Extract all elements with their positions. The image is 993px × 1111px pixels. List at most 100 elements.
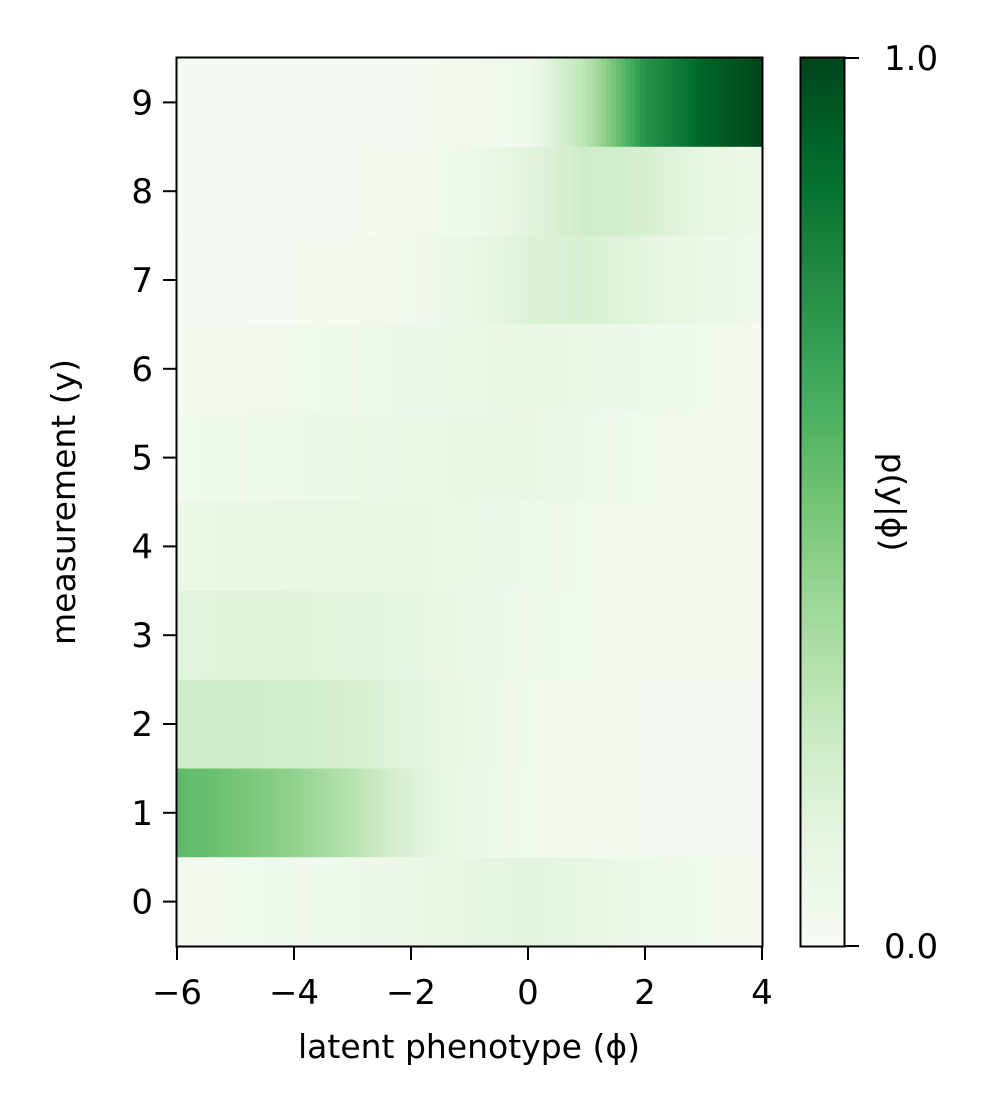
heatmap-cell: [586, 413, 592, 502]
heatmap-cell: [250, 502, 256, 591]
heatmap-cell: [654, 679, 661, 769]
heatmap-cell: [752, 58, 758, 147]
heatmap-cell: [406, 590, 412, 680]
heatmap-cell: [196, 235, 202, 325]
heatmap-cell: [630, 857, 636, 946]
heatmap-cell: [425, 146, 432, 236]
heatmap-cell: [352, 857, 358, 946]
heatmap-cell: [191, 679, 198, 769]
heatmap-cell: [445, 857, 451, 946]
heatmap-cell: [557, 324, 563, 414]
heatmap-cell: [308, 324, 315, 414]
heatmap-cell: [264, 679, 271, 769]
heatmap-cell: [435, 146, 441, 236]
heatmap-cell: [211, 502, 217, 591]
heatmap-cell: [518, 502, 524, 591]
heatmap-cell: [274, 146, 280, 236]
heatmap-cell: [635, 235, 641, 325]
heatmap-cell: [713, 146, 719, 236]
heatmap-cell: [537, 679, 544, 769]
heatmap-cell: [542, 235, 549, 325]
heatmap-cell: [727, 768, 734, 858]
heatmap-cell: [484, 413, 490, 502]
heatmap-cell: [235, 324, 241, 414]
heatmap-cell: [177, 590, 183, 680]
heatmap-cell: [552, 413, 558, 502]
heatmap-cell: [181, 768, 188, 858]
heatmap-cell: [693, 590, 700, 680]
heatmap-cell: [420, 679, 427, 769]
heatmap-cell: [274, 590, 280, 680]
heatmap-cell: [649, 679, 656, 769]
heatmap-cell: [493, 768, 500, 858]
heatmap-cell: [708, 146, 714, 236]
heatmap-cell: [610, 146, 617, 236]
heatmap-cell: [630, 58, 636, 147]
heatmap-cell: [620, 679, 627, 769]
heatmap-cell: [259, 413, 266, 502]
heatmap-cell: [547, 58, 553, 147]
heatmap-cell: [601, 58, 607, 147]
heatmap-cell: [396, 679, 402, 769]
heatmap-cell: [328, 146, 334, 236]
heatmap-cell: [552, 324, 558, 414]
heatmap-cell: [645, 146, 651, 236]
heatmap-cell: [498, 679, 505, 769]
heatmap-cell: [742, 768, 748, 858]
heatmap-cell: [659, 679, 666, 769]
heatmap-cell: [679, 679, 685, 769]
heatmap-cell: [537, 413, 544, 502]
heatmap-cell: [303, 324, 310, 414]
heatmap-cell: [362, 324, 368, 414]
heatmap-cell: [737, 146, 744, 236]
heatmap-cell: [747, 857, 753, 946]
heatmap-cell: [445, 679, 451, 769]
heatmap-cell: [450, 502, 456, 591]
heatmap-cell: [284, 413, 290, 502]
heatmap-cell: [220, 146, 227, 236]
heatmap-cell: [557, 768, 563, 858]
heatmap-cell: [342, 857, 349, 946]
heatmap-cell: [610, 502, 617, 591]
heatmap-cell: [576, 590, 583, 680]
heatmap-cell: [693, 413, 700, 502]
heatmap-cell: [645, 768, 651, 858]
heatmap-cell: [664, 502, 670, 591]
heatmap-cell: [752, 768, 758, 858]
heatmap-cell: [532, 235, 539, 325]
heatmap-cell: [445, 768, 451, 858]
heatmap-cell: [645, 413, 651, 502]
heatmap-cell: [615, 324, 622, 414]
heatmap-cell: [386, 679, 393, 769]
heatmap-cell: [269, 146, 276, 236]
heatmap-cell: [523, 502, 529, 591]
heatmap-cell: [420, 502, 427, 591]
heatmap-cell: [352, 324, 358, 414]
heatmap-cell: [308, 857, 315, 946]
heatmap-cell: [674, 324, 680, 414]
heatmap-cell: [498, 502, 505, 591]
heatmap-cell: [625, 324, 631, 414]
heatmap-cell: [386, 502, 393, 591]
heatmap-cell: [664, 857, 670, 946]
heatmap-cell: [537, 324, 544, 414]
heatmap-cell: [537, 768, 544, 858]
heatmap-cell: [401, 146, 407, 236]
heatmap-cell: [508, 679, 514, 769]
heatmap-cell: [264, 146, 271, 236]
heatmap-cell: [674, 590, 680, 680]
heatmap-cell: [620, 146, 627, 236]
heatmap-cell: [269, 590, 276, 680]
heatmap-cell: [372, 590, 378, 680]
heatmap-cell: [196, 590, 202, 680]
heatmap-cell: [430, 679, 436, 769]
heatmap-cell: [440, 679, 446, 769]
heatmap-cell: [269, 324, 276, 414]
heatmap-cell: [645, 235, 651, 325]
heatmap-cell: [318, 857, 324, 946]
heatmap-cell: [454, 413, 461, 502]
heatmap-cell: [396, 413, 402, 502]
heatmap-cell: [508, 235, 514, 325]
heatmap-cell: [245, 324, 251, 414]
heatmap-cell: [645, 502, 651, 591]
